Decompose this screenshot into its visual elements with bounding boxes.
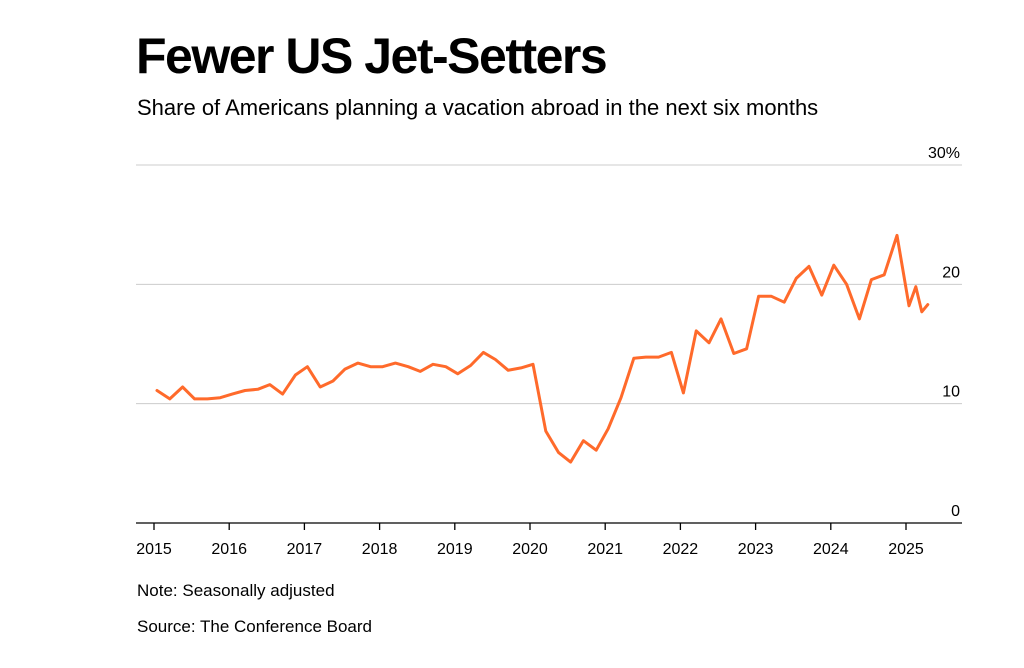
x-tick-label-2018: 2018 <box>362 541 398 558</box>
chart-source: Source: The Conference Board <box>137 617 372 636</box>
x-tick-label-2021: 2021 <box>587 541 623 558</box>
x-tick-label-2017: 2017 <box>287 541 323 558</box>
y-tick-label-20: 20 <box>942 264 960 281</box>
x-tick-label-2022: 2022 <box>663 541 699 558</box>
y-axis-tick-labels: 0 10 20 30% <box>928 145 960 520</box>
x-tick-label-2025: 2025 <box>888 541 924 558</box>
y-tick-label-30: 30% <box>928 145 960 162</box>
series-line <box>155 233 930 464</box>
x-tick-label-2023: 2023 <box>738 541 774 558</box>
y-tick-label-0: 0 <box>951 503 960 520</box>
gridlines <box>136 164 962 405</box>
chart-title: Fewer US Jet-Setters <box>136 28 608 84</box>
y-tick-label-10: 10 <box>942 384 960 401</box>
chart-subtitle: Share of Americans planning a vacation a… <box>137 95 819 120</box>
x-tick-label-2024: 2024 <box>813 541 849 558</box>
x-tick-label-2016: 2016 <box>211 541 247 558</box>
x-tick-label-2020: 2020 <box>512 541 548 558</box>
x-tick-label-2019: 2019 <box>437 541 473 558</box>
chart-note: Note: Seasonally adjusted <box>137 581 335 600</box>
x-axis-ticks: 2015 2016 2017 2018 2019 2020 2021 2022 2023 2024… <box>136 523 924 558</box>
x-tick-label-2015: 2015 <box>136 541 172 558</box>
